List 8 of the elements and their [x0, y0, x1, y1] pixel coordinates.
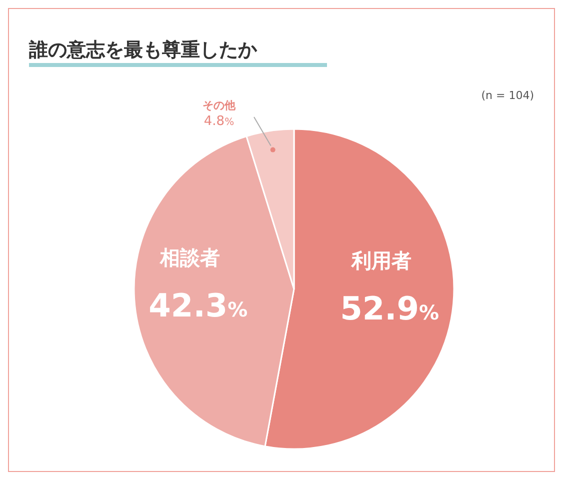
slice-label: 利用者	[350, 248, 412, 273]
data-label: 4.8%	[204, 114, 234, 129]
slice-label: その他	[202, 99, 236, 112]
text: (n = 104)	[481, 89, 534, 102]
data-label: 52.9%	[340, 290, 440, 328]
chart-title: 誰の意志を最も尊重したか	[29, 39, 257, 61]
slice-label: 相談者	[159, 246, 220, 270]
data-label: 42.3%	[148, 286, 248, 325]
